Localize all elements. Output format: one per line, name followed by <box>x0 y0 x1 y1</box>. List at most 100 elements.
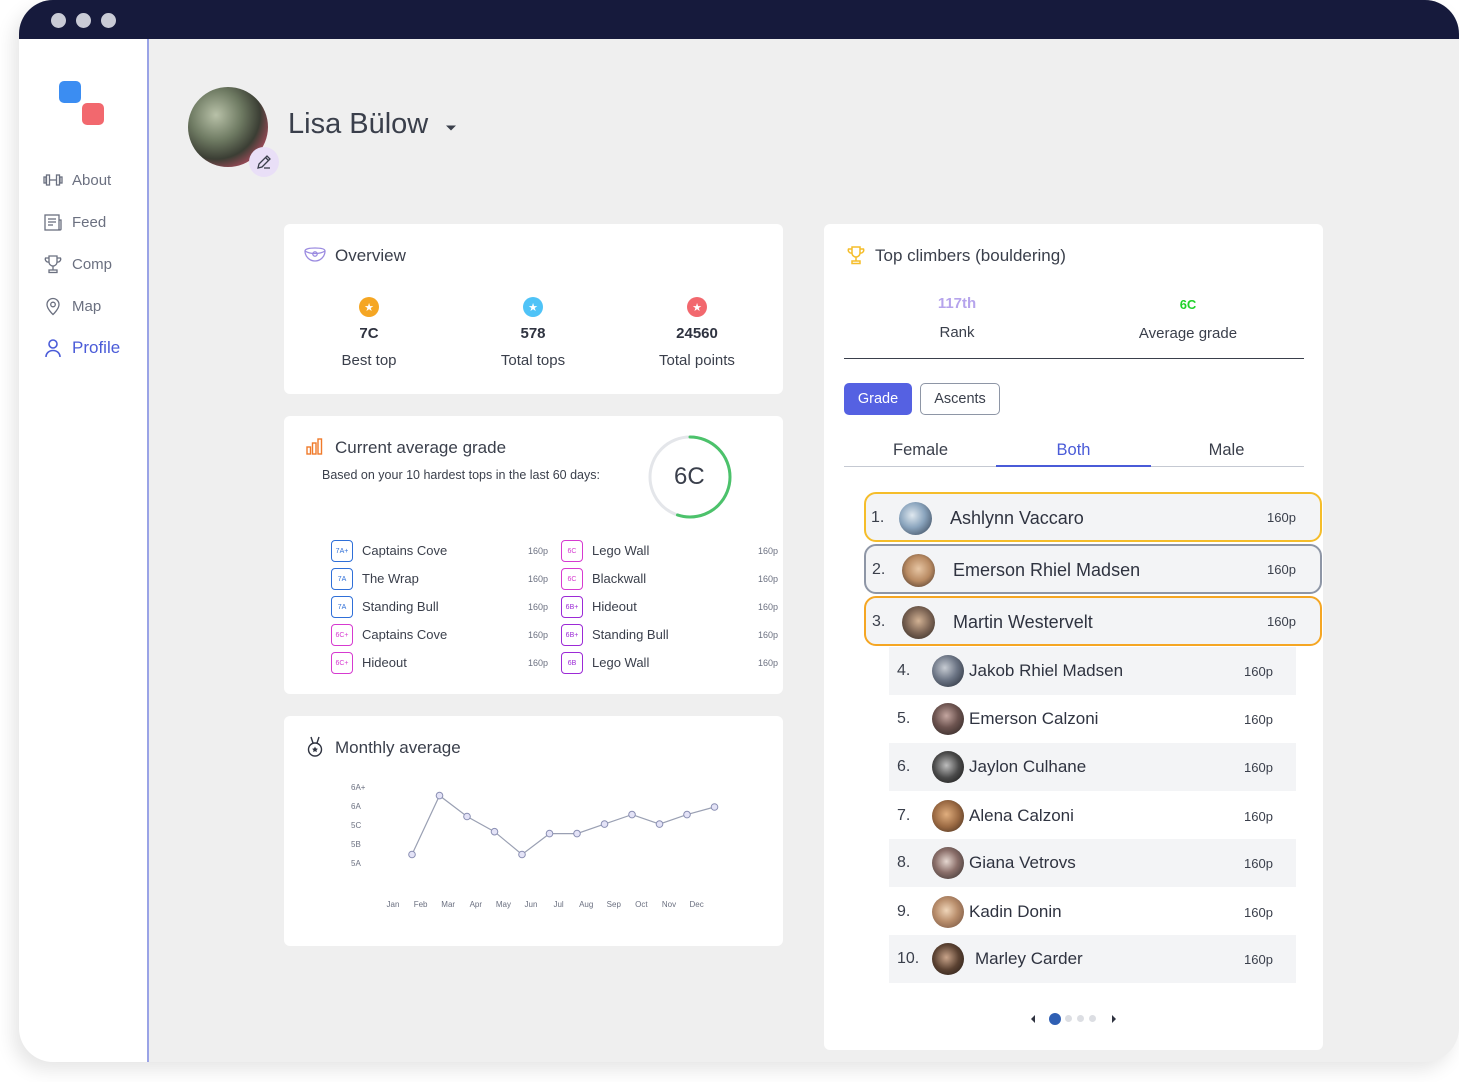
top-row[interactable]: 7A+ Captains Cove 160p <box>331 540 551 562</box>
monthly-line-chart: 6A+ 6A 5C 5B 5A Jan Feb Mar Apr May Jun Jul Aug Sep Oc… <box>351 783 719 909</box>
rank-label: Rank <box>939 324 975 341</box>
next-page-icon[interactable] <box>1110 1014 1118 1024</box>
climber-name: Ashlynn Vaccaro <box>950 508 1084 528</box>
data-point[interactable] <box>545 829 554 838</box>
x-tick-label: Jul <box>553 900 563 909</box>
top-points: 160p <box>758 546 779 556</box>
data-point[interactable] <box>463 812 471 821</box>
top-row[interactable]: 6C Lego Wall 160p <box>561 540 781 562</box>
data-point[interactable] <box>628 810 636 819</box>
top-row[interactable]: 6B+ Hideout 160p <box>561 596 781 618</box>
leaderboard-row-1[interactable]: 1. Ashlynn Vaccaro 160p <box>864 492 1322 542</box>
climber-points: 160p <box>1244 712 1273 727</box>
top-row[interactable]: 7A The Wrap 160p <box>331 568 551 590</box>
climber-points: 160p <box>1244 809 1273 824</box>
top-name: Captains Cove <box>362 627 448 642</box>
sidebar-item-profile[interactable]: Profile <box>43 336 120 360</box>
rank-number: 9. <box>897 903 911 920</box>
sidebar-item-map[interactable]: Map <box>43 294 101 318</box>
leaderboard-row[interactable]: 5. Emerson Calzoni 160p <box>889 695 1296 743</box>
data-point[interactable] <box>655 820 664 828</box>
rank-number: 5. <box>897 710 911 727</box>
data-point[interactable] <box>435 791 444 800</box>
monthly-average-title: Monthly average <box>335 738 461 757</box>
pagination-dot[interactable] <box>1065 1015 1072 1022</box>
trophy-icon <box>44 255 62 274</box>
sidebar-item-label: About <box>72 171 112 189</box>
top-climbers-title: Top climbers (bouldering) <box>875 246 1066 265</box>
x-tick-label: Nov <box>662 900 676 909</box>
grade-badge: 6C+ <box>331 624 353 646</box>
leaderboard-row-2[interactable]: 2. Emerson Rhiel Madsen 160p <box>864 544 1322 594</box>
ascents-button[interactable]: Ascents <box>920 383 1000 415</box>
leaderboard-row[interactable]: 9. Kadin Donin 160p <box>889 888 1296 936</box>
stat-label: Best top <box>341 352 397 369</box>
sidebar-item-feed[interactable]: Feed <box>43 210 106 234</box>
y-tick-label: 5B <box>351 840 361 849</box>
data-point[interactable] <box>408 850 416 859</box>
data-point[interactable] <box>573 829 581 838</box>
avatar <box>902 554 935 587</box>
climber-name: Martin Westervelt <box>953 612 1093 632</box>
pagination-dot[interactable] <box>1077 1015 1084 1022</box>
data-point[interactable] <box>600 820 609 828</box>
leaderboard-row[interactable]: 4. Jakob Rhiel Madsen 160p <box>889 647 1296 695</box>
prev-page-icon[interactable] <box>1029 1014 1037 1024</box>
grade-badge: 6B+ <box>561 596 583 618</box>
top-row[interactable]: 6C+ Hideout 160p <box>331 652 551 674</box>
window-dot-maximize[interactable] <box>101 13 116 28</box>
window-dot-close[interactable] <box>51 13 66 28</box>
top-row[interactable]: 7A Standing Bull 160p <box>331 596 551 618</box>
climber-name: Jaylon Culhane <box>969 757 1087 776</box>
leaderboard-row-3[interactable]: 3. Martin Westervelt 160p <box>864 596 1322 646</box>
top-row[interactable]: 6B+ Standing Bull 160p <box>561 624 781 646</box>
edit-avatar-button[interactable] <box>249 147 279 177</box>
pagination-dot[interactable] <box>1049 1013 1061 1025</box>
series-line <box>411 794 715 856</box>
window-dot-minimize[interactable] <box>76 13 91 28</box>
climber-name: Emerson Rhiel Madsen <box>953 560 1141 580</box>
title-bar <box>19 0 1459 39</box>
data-point[interactable] <box>490 827 499 836</box>
top-name: Hideout <box>362 655 407 670</box>
grade-badge: 6C+ <box>331 652 353 674</box>
sidebar-item-about[interactable]: About <box>43 168 111 192</box>
trophy-icon <box>847 246 865 265</box>
data-point[interactable] <box>683 810 691 819</box>
leaderboard-row[interactable]: 6. Jaylon Culhane 160p <box>889 743 1296 791</box>
avatar <box>932 655 964 687</box>
sidebar-item-comp[interactable]: Comp <box>43 252 112 276</box>
overview-title: Overview <box>335 246 406 265</box>
top-row[interactable]: 6C Blackwall 160p <box>561 568 781 590</box>
leaderboard-row[interactable]: 10. Marley Carder 160p <box>889 935 1296 983</box>
stat-best-top: ★ 7C Best top <box>299 297 439 369</box>
logo-blue-square <box>59 81 81 103</box>
tab-both[interactable]: Both <box>1056 441 1091 459</box>
pagination-dot[interactable] <box>1089 1015 1096 1022</box>
y-tick-label: 5C <box>351 821 361 830</box>
tab-female[interactable]: Female <box>892 441 949 459</box>
x-tick-label: Jan <box>387 900 400 909</box>
data-point[interactable] <box>518 850 526 859</box>
data-point[interactable] <box>710 803 719 811</box>
top-row[interactable]: 6B Lego Wall 160p <box>561 652 781 674</box>
top-name: Blackwall <box>592 571 647 586</box>
grade-button[interactable]: Grade <box>844 383 912 415</box>
y-tick-label: 6A <box>351 802 361 811</box>
top-row[interactable]: 6C+ Captains Cove 160p <box>331 624 551 646</box>
x-tick-label: Sep <box>607 900 622 909</box>
climber-points: 160p <box>1244 760 1273 775</box>
tab-male[interactable]: Male <box>1208 441 1245 459</box>
leaderboard-row[interactable]: 8. Giana Vetrovs 160p <box>889 839 1296 887</box>
rank-number: 1. <box>871 509 885 526</box>
top-points: 160p <box>758 602 779 612</box>
leaderboard-row[interactable]: 7. Alena Calzoni 160p <box>889 792 1296 840</box>
top-points: 160p <box>758 658 779 668</box>
rank-number: 10. <box>897 950 920 967</box>
tab-active-indicator <box>996 465 1151 467</box>
caret-down-icon[interactable] <box>445 124 457 132</box>
grade-badge: 7A <box>331 568 353 590</box>
logo-red-square <box>82 103 104 125</box>
climber-name: Jakob Rhiel Madsen <box>969 661 1124 680</box>
top-name: Lego Wall <box>592 543 650 558</box>
